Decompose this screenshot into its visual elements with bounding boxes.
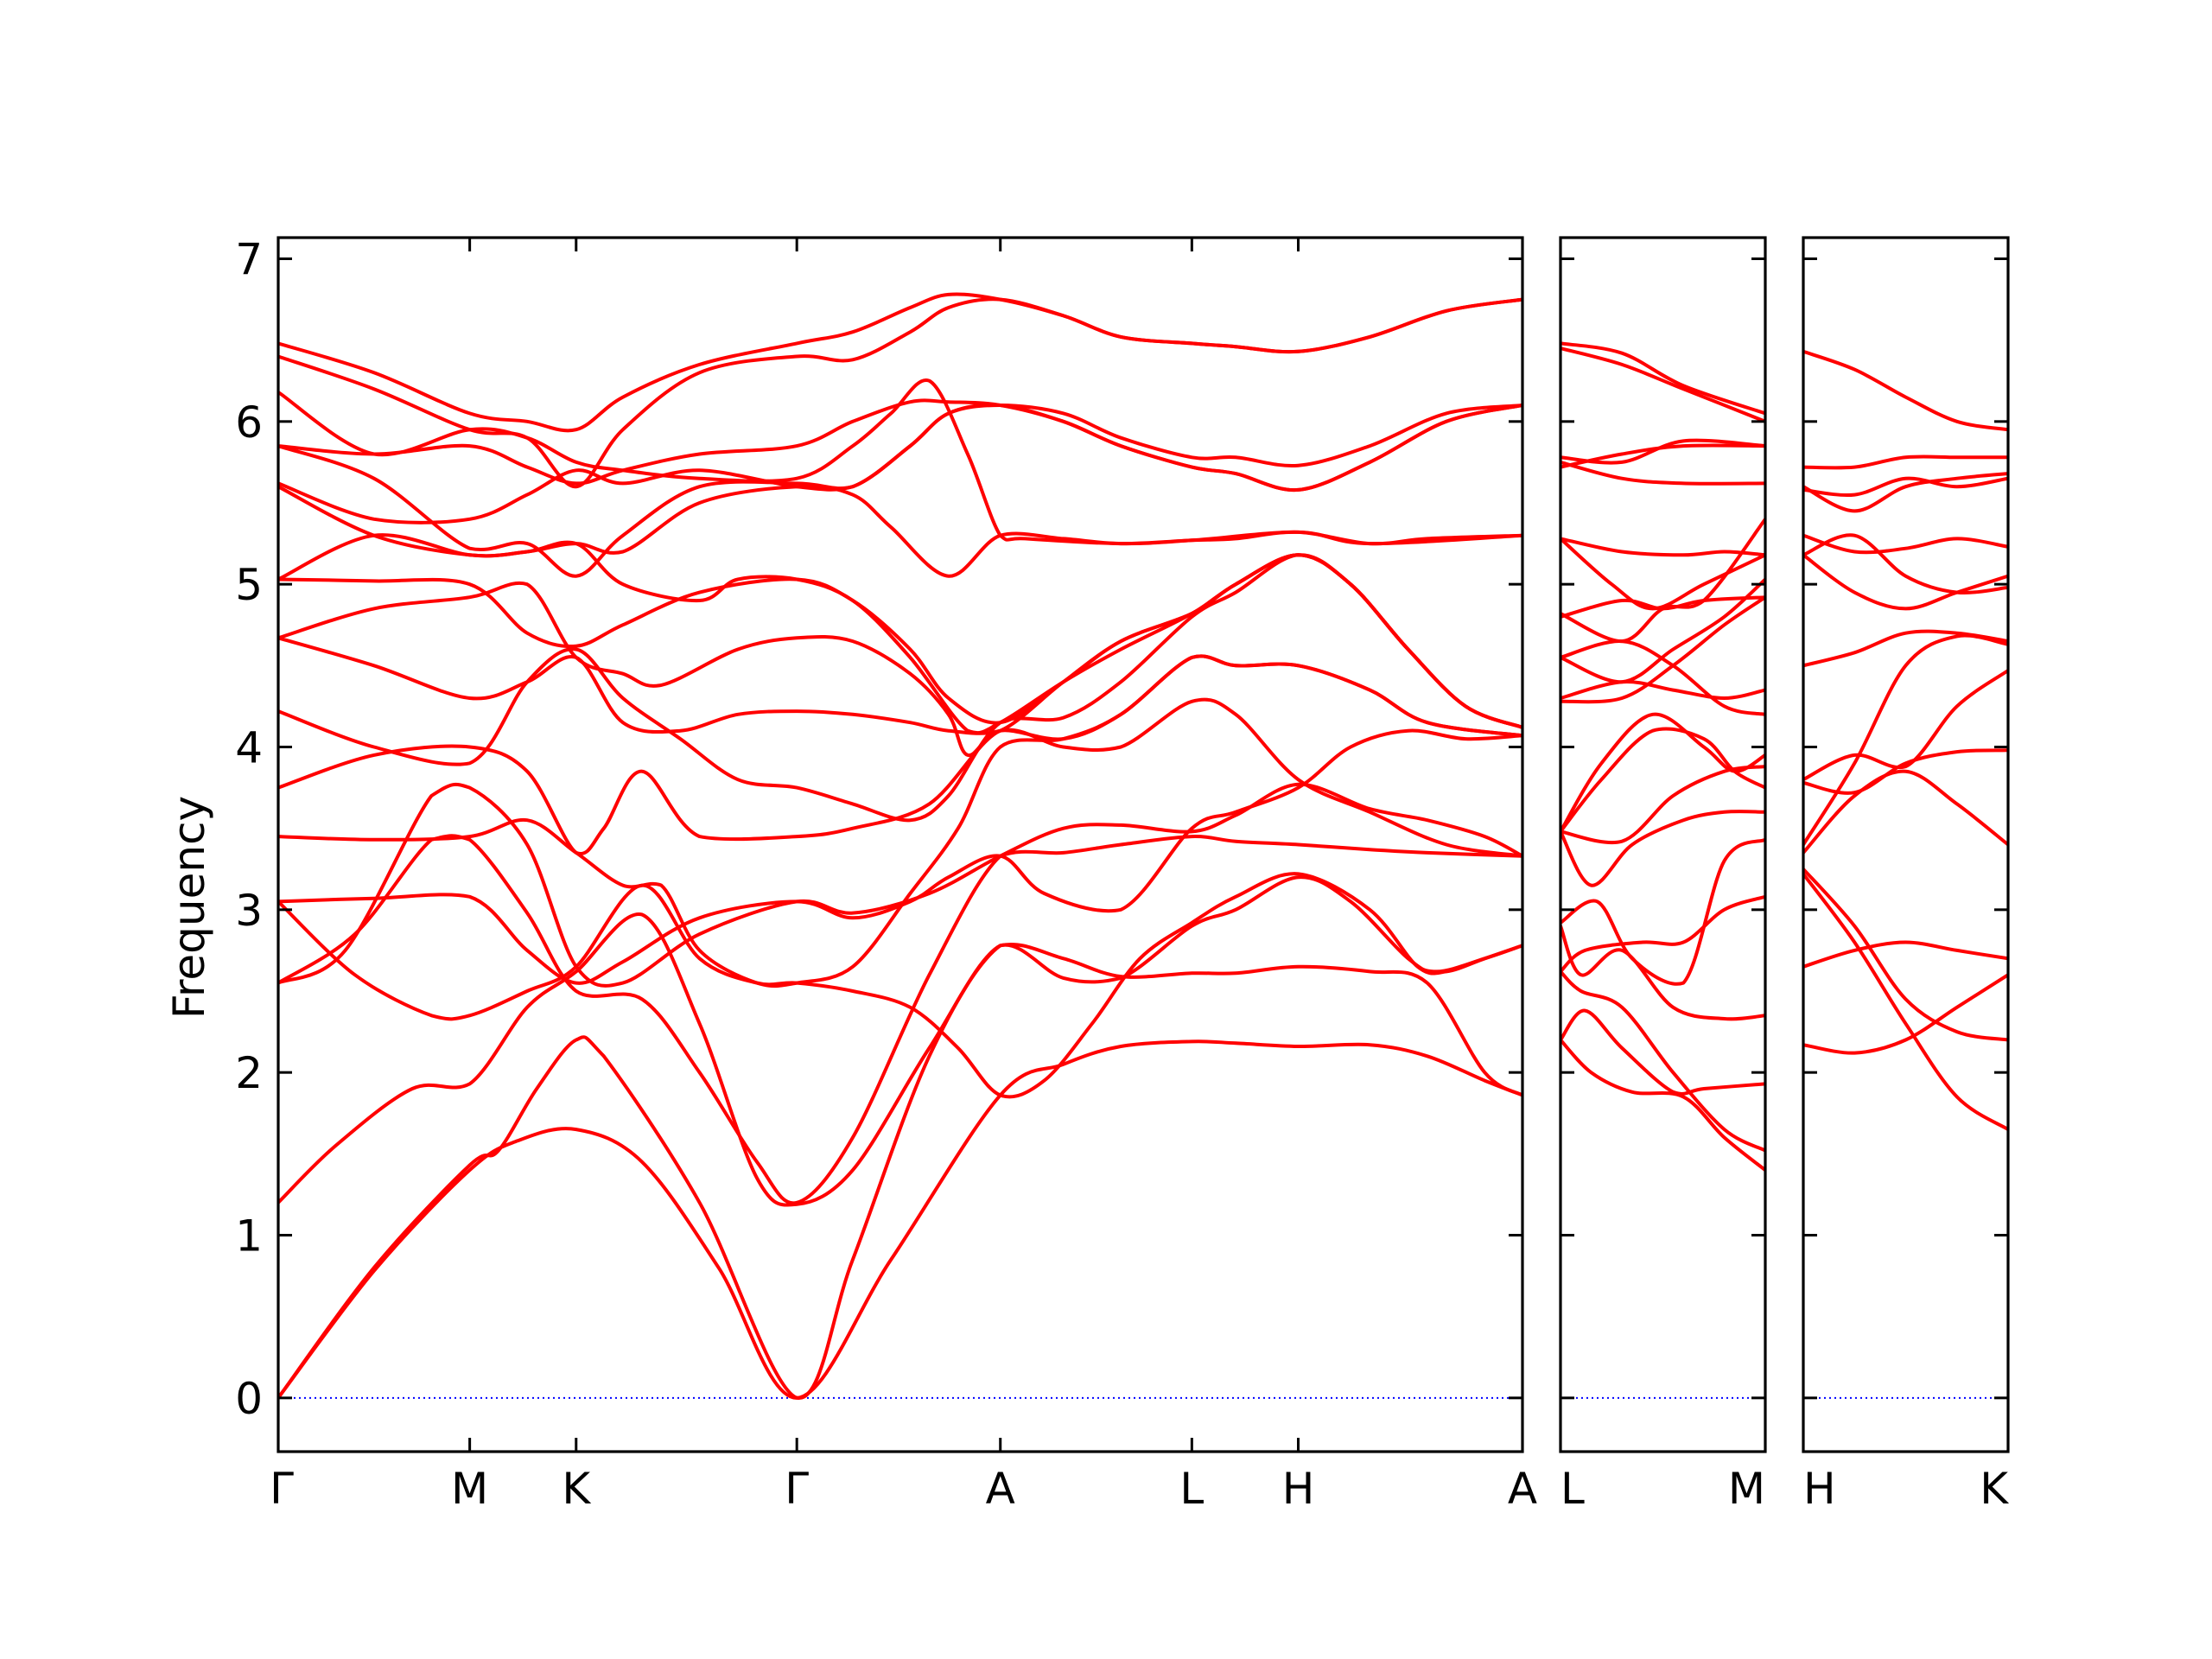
band-line-20 bbox=[1560, 460, 1765, 486]
band-line-16 bbox=[1560, 517, 1765, 644]
band-line-13 bbox=[1560, 577, 1765, 684]
band-line-16 bbox=[278, 403, 1522, 524]
band-line-23 bbox=[1560, 341, 1765, 416]
x-tick-label: M bbox=[1728, 1464, 1765, 1514]
x-tick-label: Γ bbox=[270, 1464, 294, 1514]
y-tick-label: 1 bbox=[235, 1211, 263, 1262]
band-line-17 bbox=[1560, 537, 1765, 611]
panel-1: 0 1 2 3 4 5 6 7 Γ M K Γ A L H A bbox=[235, 234, 1537, 1514]
bands bbox=[1560, 341, 1765, 1173]
band-line-10 bbox=[278, 553, 1522, 823]
band-line-5 bbox=[278, 782, 1522, 988]
x-tick-label: H bbox=[1282, 1464, 1315, 1514]
band-line-7 bbox=[1560, 810, 1765, 887]
x-tick-label: H bbox=[1803, 1464, 1836, 1514]
band-line-10 bbox=[1803, 553, 2008, 611]
band-line-18 bbox=[278, 398, 1522, 492]
band-line-17 bbox=[278, 404, 1522, 578]
band-line-12 bbox=[278, 581, 1522, 757]
band-line-6 bbox=[1560, 837, 1765, 986]
band-line-2 bbox=[1560, 1038, 1765, 1173]
x-tick-label: M bbox=[451, 1464, 488, 1514]
band-line-4 bbox=[1560, 894, 1765, 974]
y-tick-label: 2 bbox=[235, 1048, 263, 1098]
band-line-14 bbox=[1560, 639, 1765, 716]
x-tick-label: Γ bbox=[785, 1464, 809, 1514]
band-line-15 bbox=[1803, 454, 2008, 470]
band-line-13 bbox=[1803, 476, 2008, 498]
y-axis-label: Frequency bbox=[164, 796, 214, 1019]
band-line-3 bbox=[1803, 872, 2008, 1132]
band-line-8 bbox=[1803, 633, 2008, 847]
y-tick-label: 3 bbox=[235, 886, 263, 936]
bands bbox=[1803, 349, 2008, 1132]
band-line-22 bbox=[1560, 346, 1765, 423]
band-line-6 bbox=[278, 728, 1522, 985]
band-line-12 bbox=[1803, 533, 2008, 555]
band-line-7 bbox=[278, 872, 1522, 1099]
band-line-4 bbox=[1803, 867, 2008, 1042]
x-tick-label: A bbox=[1508, 1464, 1537, 1514]
y-tick-label: 7 bbox=[235, 234, 263, 284]
x-tick-label: K bbox=[1980, 1464, 2009, 1514]
band-line-5 bbox=[1803, 769, 2008, 855]
band-line-1 bbox=[1560, 1008, 1765, 1096]
band-line-3 bbox=[278, 875, 1522, 1207]
plot-frame bbox=[1559, 236, 1767, 1453]
band-line-9 bbox=[278, 697, 1522, 858]
band-line-16 bbox=[1803, 349, 2008, 432]
plot-frame bbox=[276, 236, 1524, 1453]
band-line-11 bbox=[1560, 595, 1765, 704]
band-line-6 bbox=[1803, 748, 2008, 795]
band-line-19 bbox=[1560, 443, 1765, 469]
band-line-4 bbox=[278, 834, 1522, 1205]
x-tick-label: K bbox=[562, 1464, 591, 1514]
band-line-3 bbox=[1560, 969, 1765, 1153]
band-line-12 bbox=[1560, 680, 1765, 700]
band-line-1 bbox=[278, 1039, 1522, 1400]
band-line-9 bbox=[1803, 629, 2008, 668]
band-line-10 bbox=[1560, 712, 1765, 834]
x-tick-label: A bbox=[986, 1464, 1015, 1514]
band-line-7 bbox=[1803, 669, 2008, 782]
y-tick-label: 6 bbox=[235, 397, 263, 448]
y-tick-label: 4 bbox=[235, 722, 263, 772]
x-tick-label: L bbox=[1560, 1464, 1585, 1514]
band-line-21 bbox=[278, 292, 1522, 433]
band-line-21 bbox=[1560, 438, 1765, 465]
band-line-5 bbox=[1560, 924, 1765, 1021]
band-line-14 bbox=[278, 484, 1522, 582]
band-line-14 bbox=[1803, 472, 2008, 513]
band-line-13 bbox=[278, 553, 1522, 729]
band-line-1 bbox=[1803, 973, 2008, 1055]
band-line-18 bbox=[1560, 537, 1765, 557]
plot-frame bbox=[1802, 236, 2010, 1453]
band-line-2 bbox=[278, 943, 1522, 1400]
y-tick-label: 5 bbox=[235, 560, 263, 610]
band-line-15 bbox=[278, 485, 1522, 735]
y-tick-label: 0 bbox=[235, 1374, 263, 1424]
bands bbox=[278, 292, 1522, 1400]
x-tick-label: L bbox=[1179, 1464, 1204, 1514]
band-line-2 bbox=[1803, 940, 2008, 969]
band-line-11 bbox=[1803, 533, 2008, 595]
